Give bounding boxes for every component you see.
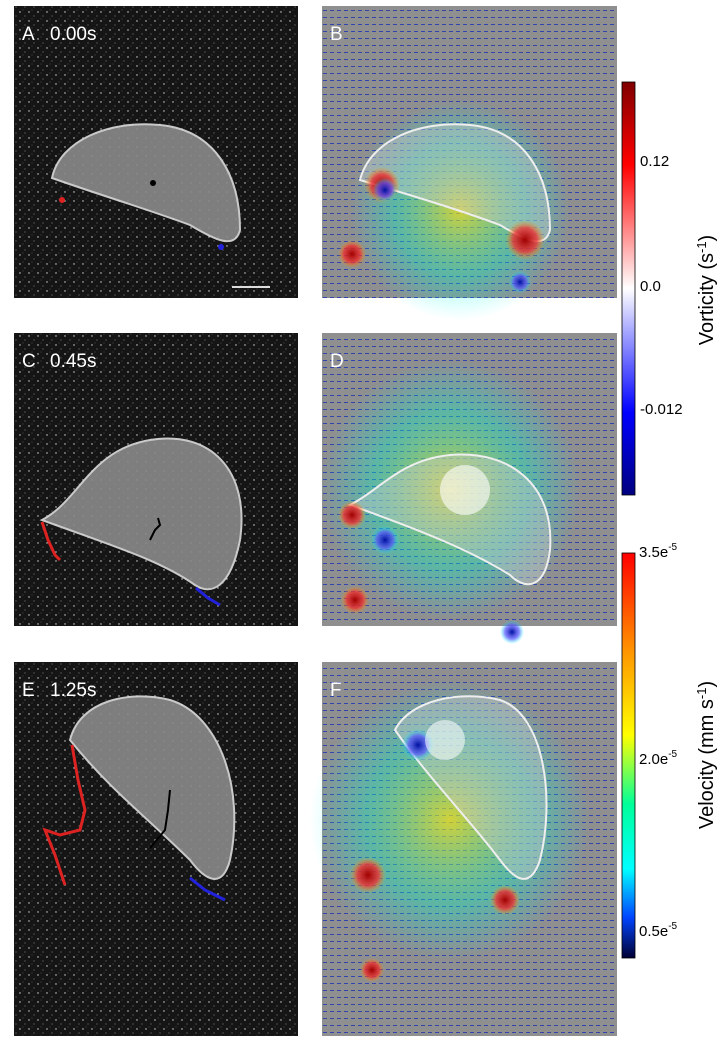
panel-time: 0.00s [50, 24, 96, 45]
panel-letter: B [330, 24, 343, 45]
tick-label: 2.0e-5 [639, 749, 678, 768]
vortex [490, 885, 520, 915]
vortex [425, 720, 465, 760]
panel-time: 0.45s [50, 351, 96, 372]
vortex [373, 178, 397, 202]
vortex [360, 958, 384, 982]
tick-label: -0.012 [640, 401, 683, 418]
tick-label: 0.0 [640, 278, 661, 295]
tick-label: 0.12 [640, 153, 669, 170]
tick-label: 0.5e-5 [639, 921, 678, 940]
vortex [338, 501, 366, 529]
vortex [440, 465, 490, 515]
vorticity-colorbar [622, 82, 635, 495]
panel-letter: F [330, 680, 342, 701]
panel-letter: D [330, 351, 344, 372]
marker [59, 197, 65, 203]
vortex [509, 271, 531, 293]
vortex [338, 240, 366, 268]
panel-time: 1.25s [50, 680, 96, 701]
vortex [350, 857, 386, 893]
vortex [500, 620, 524, 644]
vortex [371, 526, 399, 554]
marker [218, 244, 224, 250]
axis-label: Velocity (mm s-1) [694, 681, 718, 829]
velocity-colorbar [622, 553, 635, 958]
vortex [505, 220, 545, 260]
tick-label: 3.5e-5 [639, 542, 678, 561]
panel-letter: A [22, 24, 35, 45]
marker [150, 180, 156, 186]
figure: A 0.00s B C 0.45s D E 1.25s F 0.12 0.0 -… [0, 0, 727, 1036]
axis-label: Vorticity (s-1) [694, 235, 718, 345]
vortex [341, 586, 369, 614]
panel-letter: C [22, 351, 36, 372]
panel-letter: E [22, 680, 35, 701]
